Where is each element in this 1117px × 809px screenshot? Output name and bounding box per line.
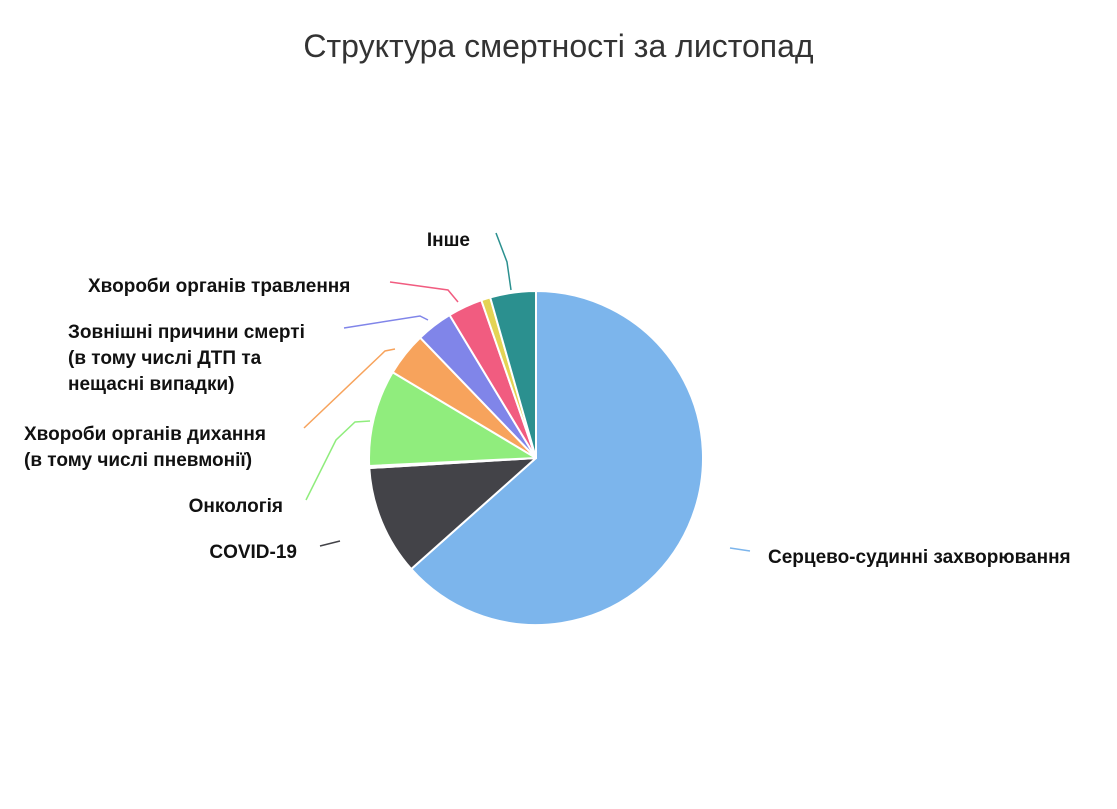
slice-label-line: Серцево-судинні захворювання: [768, 547, 1071, 568]
slice-label-1: COVID-19: [209, 542, 297, 563]
label-connectors: [303, 232, 751, 552]
connector-line-1: [319, 540, 341, 547]
slice-label-line: (в тому числі ДТП та: [68, 348, 262, 369]
slice-label-0: Серцево-судинні захворювання: [768, 547, 1071, 568]
slice-label-line: Зовнішні причини смерті: [68, 322, 305, 343]
slice-label-line: COVID-19: [209, 542, 297, 563]
connector-line-6: [389, 281, 459, 303]
pie-slice-0: [410, 290, 704, 626]
slice-label-4: Зовнішні причини смерті (в тому числі ДТП…: [68, 322, 305, 395]
slice-label-8: Інше: [427, 230, 470, 251]
slice-label-3: Хвороби органів дихання (в тому числі пне…: [24, 424, 266, 471]
slice-label-5: Хвороби органів травлення: [88, 276, 350, 297]
slice-label-line: Хвороби органів дихання: [24, 424, 266, 445]
pie-slice-3: [368, 371, 537, 467]
connector-line-8: [495, 232, 512, 291]
connector-line-4: [303, 348, 396, 429]
pie-slices: [368, 290, 704, 626]
pie-slice-8: [489, 290, 537, 459]
slice-label-2: Онкологія: [189, 496, 283, 517]
connector-line-0: [729, 547, 751, 552]
slice-label-line: Інше: [427, 230, 470, 251]
slice-label-line: Онкологія: [189, 496, 283, 517]
slice-labels: Серцево-судинні захворювання COVID-19 Онко…: [24, 230, 1071, 568]
connector-line-2: [305, 420, 371, 501]
slice-label-line: Хвороби органів травлення: [88, 276, 350, 297]
chart-title: Структура смертності за листопад: [303, 28, 814, 64]
slice-label-line: нещасні випадки): [68, 374, 234, 395]
connector-line-5: [343, 315, 429, 329]
pie-slice-1: [368, 457, 537, 571]
slice-label-line: (в тому числі пневмонії): [24, 450, 252, 471]
